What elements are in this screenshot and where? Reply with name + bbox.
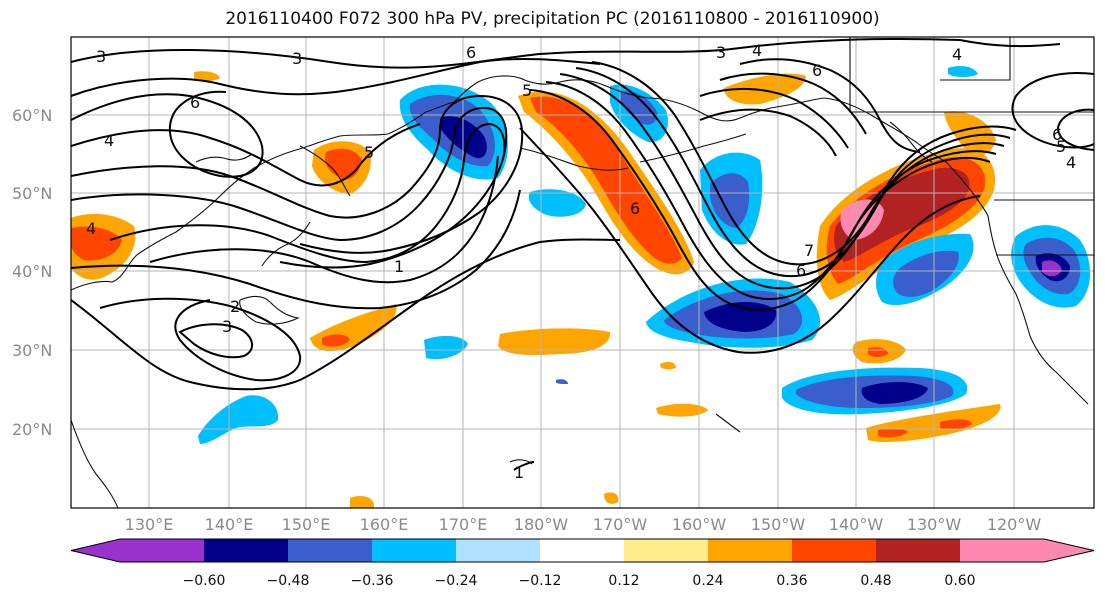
colorbar-extend-high — [1044, 539, 1094, 562]
map-border — [70, 36, 1095, 509]
contour-label: 4 — [104, 131, 114, 150]
contour-label: 5 — [1056, 137, 1066, 156]
map-title: 2016110400 F072 300 hPa PV, precipitatio… — [225, 9, 880, 29]
lon-label: 160°W — [672, 515, 727, 534]
colorbar-segment — [960, 539, 1044, 562]
lon-label: 130°W — [907, 515, 962, 534]
contour-label: 4 — [752, 41, 762, 60]
contour-label: 6 — [190, 93, 200, 112]
colorbar-segment — [372, 539, 456, 562]
contour-label: 3 — [96, 47, 106, 66]
lat-label: 30°N — [12, 341, 52, 360]
lon-label: 140°E — [205, 515, 254, 534]
contour-label: 6 — [466, 43, 476, 62]
lon-label: 150°E — [282, 515, 331, 534]
contour-label: 3 — [292, 49, 302, 68]
contour-label: 3 — [222, 317, 232, 336]
colorbar-segment — [456, 539, 540, 562]
colorbar-segment — [876, 539, 960, 562]
lon-label: 180°W — [514, 515, 569, 534]
contour-label: 4 — [86, 219, 96, 238]
colorbar-segment — [120, 539, 204, 562]
pv-contours — [71, 37, 1094, 471]
contour-label: 5 — [522, 81, 532, 100]
lon-label: 160°E — [360, 515, 409, 534]
contour-label: 2 — [230, 297, 240, 316]
colorbar-labels: −0.60 −0.48 −0.36 −0.24 −0.12 0.12 0.24 … — [183, 573, 976, 589]
lon-label: 120°W — [987, 515, 1042, 534]
contour-label: 6 — [812, 61, 822, 80]
contour-label: 6 — [630, 199, 640, 218]
lon-label: 150°W — [751, 515, 806, 534]
contour-label: 4 — [952, 45, 962, 64]
contour-label: 6 — [796, 261, 806, 280]
contour-label: 7 — [804, 241, 814, 260]
map-content: 3 3 6 3 4 6 6 4 4 5 6 4 5 1 2 3 6 7 1 5 … — [71, 37, 1094, 508]
lat-label: 60°N — [12, 106, 52, 125]
contour-label: 5 — [364, 143, 374, 162]
lat-label: 20°N — [12, 420, 52, 439]
colorbar-tick-label: 0.24 — [692, 573, 723, 589]
colorbar-segment — [540, 539, 624, 562]
colorbar-tick-label: 0.60 — [944, 573, 975, 589]
contour-label: 4 — [1066, 153, 1076, 172]
colorbar-tick-label: 0.12 — [608, 573, 639, 589]
contour-label: 1 — [514, 463, 524, 482]
lat-label: 50°N — [12, 184, 52, 203]
longitude-labels: 130°E 140°E 150°E 160°E 170°E 180°W 170°… — [125, 515, 1042, 534]
colorbar-segment — [792, 539, 876, 562]
lon-label: 170°E — [439, 515, 488, 534]
lon-label: 170°W — [593, 515, 648, 534]
latitude-labels: 60°N 50°N 40°N 30°N 20°N — [12, 106, 52, 439]
colorbar-tick-label: 0.48 — [860, 573, 891, 589]
colorbar-tick-label: −0.36 — [351, 573, 394, 589]
colorbar-outline — [70, 538, 1095, 563]
colorbar-tick-label: −0.24 — [435, 573, 478, 589]
colorbar-segment — [288, 539, 372, 562]
precip-shading — [71, 66, 1091, 508]
colorbar-segment — [708, 539, 792, 562]
lon-label: 130°E — [125, 515, 174, 534]
colorbar — [70, 538, 1095, 563]
colorbar-tick-label: −0.48 — [267, 573, 310, 589]
contour-label: 1 — [394, 257, 404, 276]
colorbar-tick-label: −0.60 — [183, 573, 226, 589]
contour-label: 3 — [716, 43, 726, 62]
colorbar-tick-label: 0.36 — [776, 573, 807, 589]
colorbar-segment — [624, 539, 708, 562]
contour-label: 6 — [1052, 125, 1062, 144]
contour-labels: 3 3 6 3 4 6 6 4 4 5 6 4 5 1 2 3 6 7 1 5 … — [86, 41, 1076, 482]
lat-label: 40°N — [12, 262, 52, 281]
colorbar-extend-low — [71, 539, 120, 562]
colorbar-tick-label: −0.12 — [519, 573, 562, 589]
lon-label: 140°W — [829, 515, 884, 534]
colorbar-segment — [204, 539, 288, 562]
